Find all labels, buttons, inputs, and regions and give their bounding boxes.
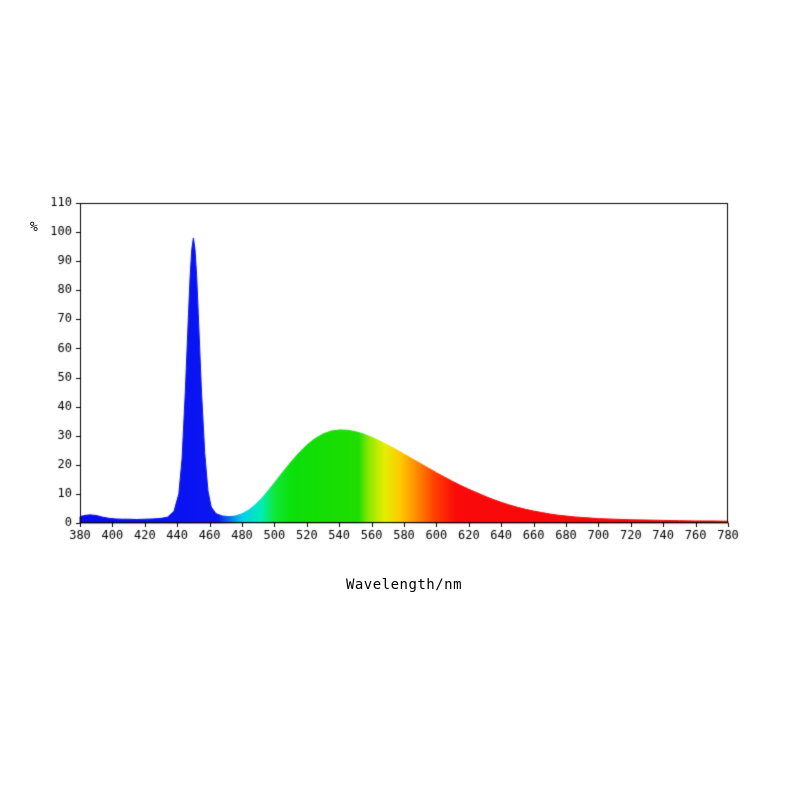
y-axis-unit-label: %	[30, 220, 38, 235]
x-axis-title: Wavelength/nm	[345, 577, 463, 593]
